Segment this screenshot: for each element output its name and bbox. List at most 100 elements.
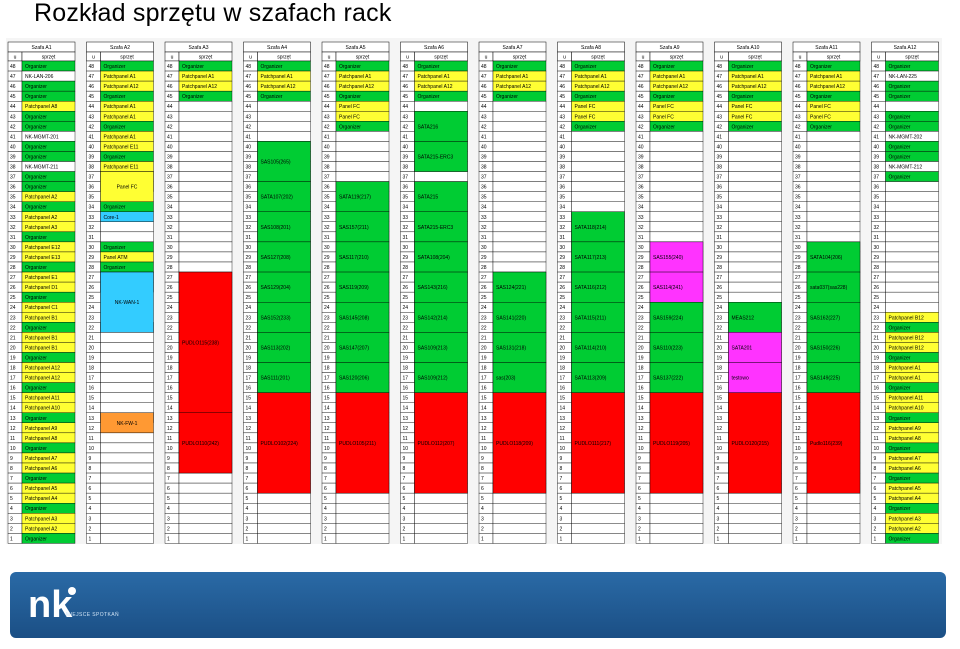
server-block[interactable] (414, 141, 468, 172)
equipment-cell[interactable] (178, 121, 233, 132)
server-block[interactable] (492, 362, 547, 393)
equipment-block[interactable] (100, 171, 154, 202)
equipment-cell[interactable] (178, 472, 233, 484)
equipment-cell[interactable] (649, 201, 704, 212)
equipment-block[interactable] (100, 412, 154, 434)
equipment-cell[interactable] (885, 221, 939, 233)
server-block[interactable] (806, 332, 861, 363)
server-block[interactable] (414, 111, 468, 142)
equipment-cell[interactable] (571, 533, 625, 544)
server-block[interactable] (335, 332, 390, 363)
server-block[interactable] (571, 332, 625, 363)
equipment-cell[interactable] (100, 452, 154, 464)
equipment-cell[interactable] (492, 503, 547, 514)
server-block[interactable] (649, 332, 704, 363)
equipment-cell[interactable] (100, 492, 154, 504)
server-block[interactable] (414, 271, 468, 303)
equipment-cell[interactable] (178, 261, 233, 273)
equipment-cell[interactable] (806, 211, 861, 223)
equipment-cell[interactable] (492, 513, 547, 524)
equipment-cell[interactable] (649, 492, 704, 504)
server-block[interactable] (257, 271, 311, 303)
equipment-cell[interactable] (728, 241, 782, 253)
equipment-cell[interactable] (414, 523, 468, 534)
equipment-cell[interactable] (649, 513, 704, 524)
equipment-cell[interactable] (257, 131, 311, 142)
equipment-cell[interactable] (335, 503, 390, 514)
equipment-cell[interactable] (178, 241, 233, 253)
equipment-cell[interactable] (178, 533, 233, 544)
equipment-cell[interactable] (414, 492, 468, 504)
equipment-cell[interactable] (571, 131, 625, 142)
equipment-cell[interactable] (178, 221, 233, 233)
server-block[interactable] (335, 271, 390, 303)
server-block[interactable] (257, 332, 311, 363)
server-block[interactable] (492, 302, 547, 333)
equipment-cell[interactable] (649, 211, 704, 223)
server-block[interactable] (571, 211, 625, 243)
equipment-cell[interactable] (257, 503, 311, 514)
equipment-cell[interactable] (492, 141, 547, 152)
equipment-cell[interactable] (257, 513, 311, 524)
equipment-cell[interactable] (100, 533, 154, 544)
equipment-cell[interactable] (492, 211, 547, 223)
server-block[interactable] (649, 392, 704, 494)
server-block[interactable] (492, 392, 547, 494)
server-block[interactable] (414, 211, 468, 243)
equipment-cell[interactable] (571, 141, 625, 152)
equipment-cell[interactable] (649, 161, 704, 172)
equipment-cell[interactable] (257, 492, 311, 504)
equipment-cell[interactable] (100, 332, 154, 343)
equipment-cell[interactable] (806, 221, 861, 233)
equipment-cell[interactable] (414, 171, 468, 182)
equipment-cell[interactable] (728, 181, 782, 192)
server-block[interactable] (257, 362, 311, 393)
equipment-cell[interactable] (885, 101, 939, 112)
equipment-cell[interactable] (806, 492, 861, 504)
equipment-cell[interactable] (178, 503, 233, 514)
equipment-cell[interactable] (178, 211, 233, 223)
server-block[interactable] (728, 392, 782, 494)
server-block[interactable] (257, 141, 311, 182)
equipment-cell[interactable] (649, 191, 704, 202)
server-block[interactable] (806, 302, 861, 333)
server-block[interactable] (414, 362, 468, 393)
equipment-cell[interactable] (178, 141, 233, 152)
equipment-cell[interactable] (728, 201, 782, 212)
server-block[interactable] (492, 332, 547, 363)
equipment-cell[interactable] (885, 271, 939, 283)
equipment-cell[interactable] (492, 533, 547, 544)
equipment-cell[interactable] (806, 503, 861, 514)
equipment-cell[interactable] (806, 171, 861, 182)
equipment-cell[interactable] (571, 513, 625, 524)
equipment-cell[interactable] (728, 211, 782, 223)
equipment-cell[interactable] (492, 171, 547, 182)
equipment-cell[interactable] (649, 533, 704, 544)
equipment-cell[interactable] (492, 221, 547, 233)
equipment-cell[interactable] (414, 533, 468, 544)
equipment-cell[interactable] (728, 171, 782, 182)
equipment-cell[interactable] (100, 402, 154, 413)
equipment-cell[interactable] (335, 492, 390, 504)
equipment-cell[interactable] (806, 513, 861, 524)
equipment-cell[interactable] (414, 101, 468, 112)
equipment-cell[interactable] (178, 523, 233, 534)
equipment-cell[interactable] (885, 291, 939, 303)
server-block[interactable] (806, 392, 861, 494)
server-block[interactable] (257, 241, 311, 273)
equipment-cell[interactable] (178, 482, 233, 494)
server-block[interactable] (728, 302, 782, 333)
server-block[interactable] (649, 302, 704, 333)
equipment-cell[interactable] (257, 121, 311, 132)
server-block[interactable] (728, 332, 782, 363)
equipment-cell[interactable] (806, 141, 861, 152)
equipment-cell[interactable] (885, 181, 939, 192)
equipment-cell[interactable] (649, 231, 704, 243)
server-block[interactable] (414, 302, 468, 333)
equipment-cell[interactable] (649, 151, 704, 162)
equipment-cell[interactable] (100, 342, 154, 353)
equipment-cell[interactable] (728, 221, 782, 233)
equipment-cell[interactable] (178, 181, 233, 192)
equipment-cell[interactable] (806, 201, 861, 212)
equipment-cell[interactable] (806, 181, 861, 192)
